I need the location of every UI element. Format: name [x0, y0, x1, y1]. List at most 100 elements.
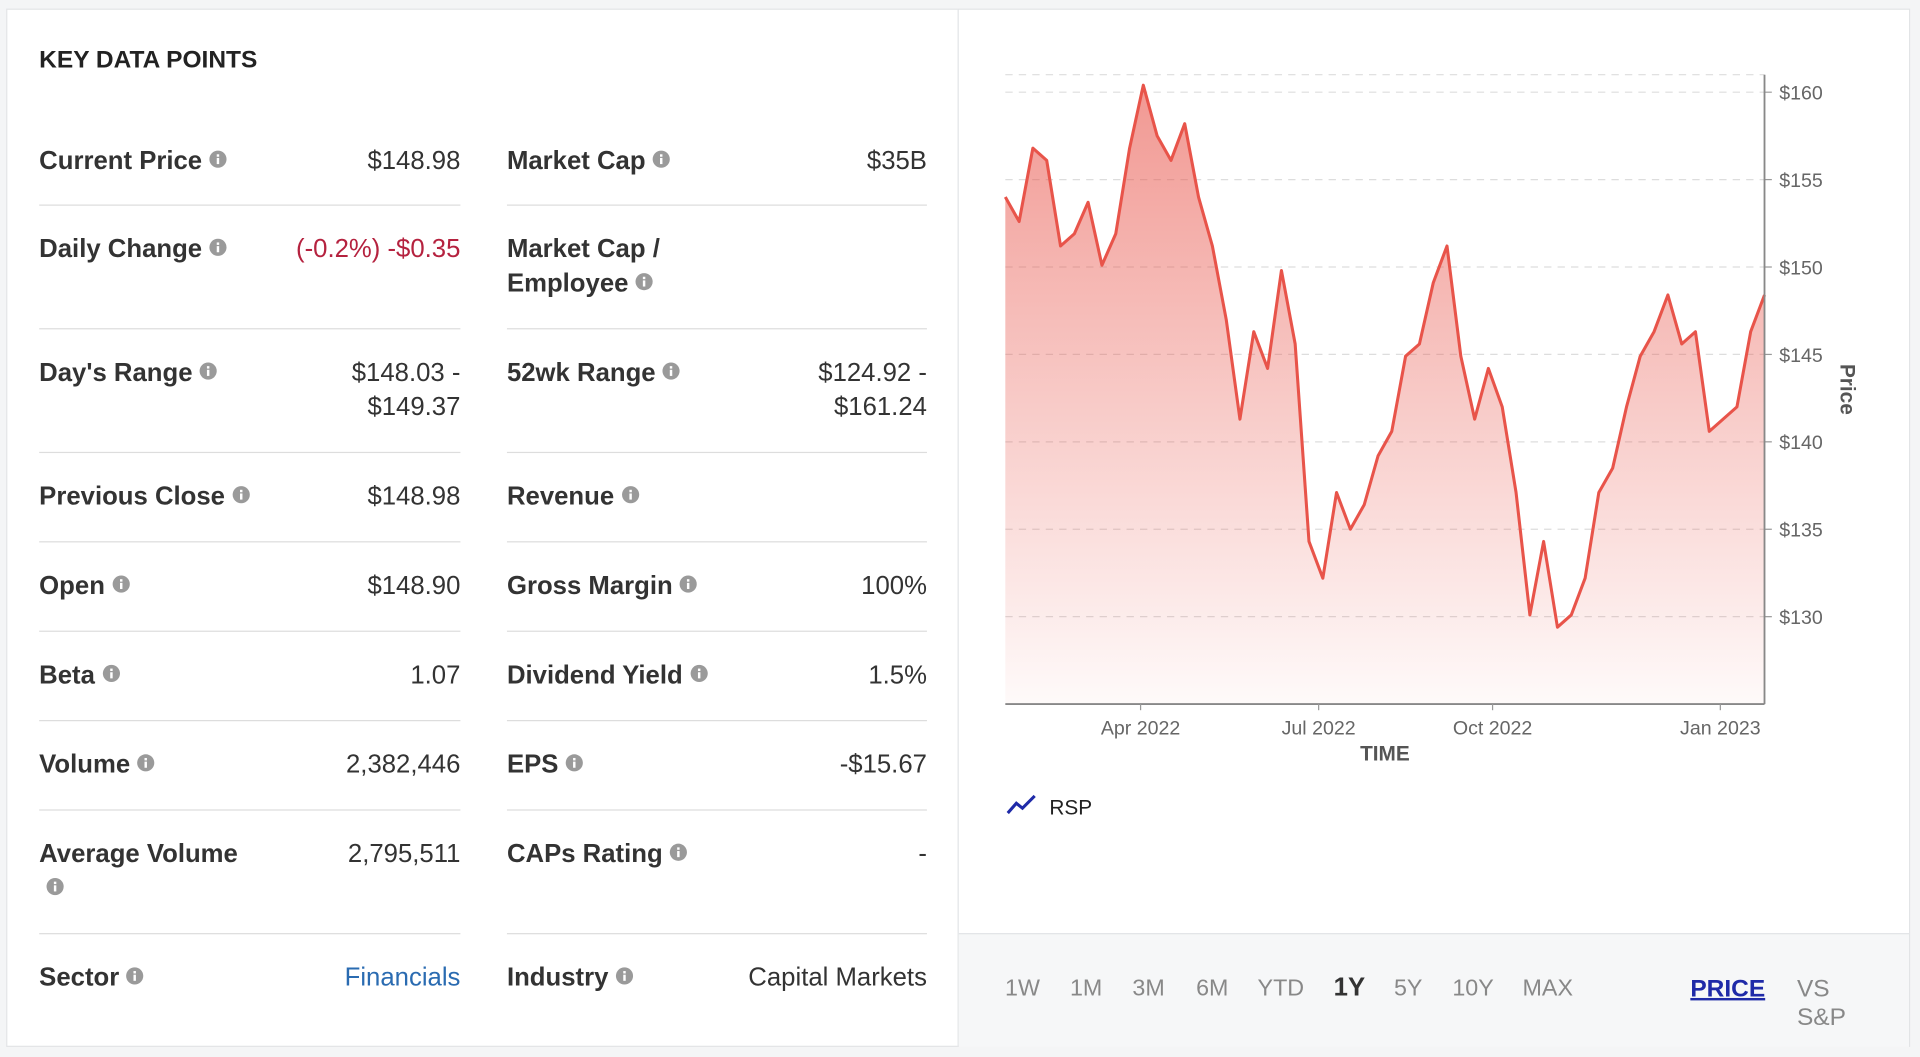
info-icon[interactable] — [690, 664, 708, 683]
info-icon[interactable] — [209, 238, 227, 256]
y-tick-label: $160 — [1779, 83, 1823, 105]
info-icon[interactable] — [621, 486, 639, 504]
row-label: CAPs Rating — [507, 838, 721, 872]
row-label: Day's Range — [39, 356, 253, 390]
row-value: $124.92 - $161.24 — [818, 358, 927, 422]
label-text: Market Cap — [506, 146, 646, 176]
row-value: - — [918, 840, 927, 869]
view-button[interactable]: VS S&P — [1796, 975, 1846, 1032]
data-row: Market Cap $35B — [506, 118, 927, 206]
data-row: Current Price $148.98 — [39, 118, 461, 206]
row-label: Beta — [39, 659, 253, 693]
area — [1005, 85, 1765, 705]
data-row: Market Cap / Employee — [506, 206, 927, 330]
data-row: EPS -$15.67 — [506, 721, 927, 811]
data-row: Average Volume 2,795,511 — [39, 811, 461, 935]
data-row: Previous Close $148.98 — [39, 453, 461, 543]
data-row: Day's Range $148.03 - $149.37 — [39, 329, 461, 454]
data-row: Dividend Yield 1.5% — [506, 632, 927, 722]
data-row: Daily Change (-0.2%) -$0.35 — [39, 206, 461, 330]
info-icon[interactable] — [635, 273, 653, 291]
info-icon[interactable] — [137, 754, 155, 772]
row-value: $148.98 — [367, 146, 461, 176]
label-text: Previous Close — [39, 482, 225, 511]
sector-link[interactable]: Financials — [344, 963, 461, 992]
data-row: Open $148.90 — [39, 542, 461, 632]
range-button[interactable]: 3M — [1132, 975, 1165, 1002]
label-text: Daily Change — [39, 235, 203, 264]
row-label: Current Price — [39, 144, 253, 178]
info-icon[interactable] — [232, 486, 250, 504]
row-label: Volume — [39, 748, 253, 782]
info-icon[interactable] — [670, 843, 688, 861]
data-row: Industry Capital Markets — [507, 934, 927, 1048]
y-tick-label: $135 — [1779, 520, 1823, 542]
range-button[interactable]: MAX — [1522, 975, 1573, 1002]
info-icon[interactable] — [46, 877, 64, 896]
y-tick-label: $145 — [1779, 345, 1823, 367]
row-label: Average Volume — [39, 838, 253, 907]
range-button[interactable]: 6M — [1196, 975, 1229, 1002]
y-tick-label: $155 — [1779, 170, 1823, 192]
row-value: 100% — [861, 571, 927, 601]
key-data-panel: KEY DATA POINTS Current Price $148.98 Dail… — [6, 8, 959, 1049]
row-value: $148.98 — [367, 482, 461, 511]
data-row: Revenue — [506, 453, 927, 543]
label-text: Volume — [39, 750, 131, 779]
row-label: Daily Change — [39, 233, 253, 267]
info-icon[interactable] — [652, 150, 671, 168]
label-text: CAPs Rating — [506, 840, 663, 869]
x-tick-label: Jan 2023 — [1680, 718, 1761, 740]
range-button[interactable]: 1M — [1069, 975, 1103, 1002]
y-tick-label: $150 — [1779, 257, 1823, 279]
range-button[interactable]: 1Y — [1333, 973, 1366, 1002]
label-text: Industry — [506, 963, 609, 992]
data-row: Sector Financials — [39, 934, 460, 1048]
row-value: 1.07 — [410, 661, 461, 690]
info-icon[interactable] — [126, 967, 144, 985]
price-line — [1003, 83, 1766, 629]
label-text: 52wk Range — [506, 358, 656, 387]
info-icon[interactable] — [615, 967, 633, 985]
chart-panel: $130 $135 $140 $145 $150 $155 $160 RSP Apr 2022 J… — [957, 8, 1911, 1047]
label-text: Current Price — [39, 146, 203, 176]
range-button[interactable]: YTD — [1257, 975, 1305, 1002]
data-row: Volume 2,382,446 — [39, 721, 461, 811]
legend-label: RSP — [1049, 796, 1092, 819]
row-label: Sector — [39, 961, 253, 995]
label-text: EPS — [506, 750, 559, 779]
data-row: 52wk Range $124.92 - $161.24 — [506, 329, 927, 454]
row-value: $148.90 — [367, 571, 461, 601]
panel-title: KEY DATA POINTS — [39, 46, 258, 74]
info-icon[interactable] — [209, 150, 227, 168]
info-icon[interactable] — [680, 575, 698, 593]
row-value: -$15.67 — [839, 750, 927, 779]
row-value: Capital Markets — [748, 963, 927, 992]
data-column: Market Cap $35B Market Cap / Employee 52wk … — [506, 118, 927, 1049]
row-value: 2,795,511 — [347, 840, 461, 869]
range-bar: 1W 1M 3M 6M YTD 1Y 5Y 10Y MAX PRICE VS S&P — [958, 933, 1909, 1047]
view-button[interactable]: PRICE — [1690, 975, 1766, 1003]
range-button[interactable]: 5Y — [1393, 975, 1423, 1002]
row-label: Revenue — [507, 480, 721, 514]
info-icon[interactable] — [102, 664, 120, 683]
label-text: Beta — [39, 661, 95, 690]
info-icon[interactable] — [662, 362, 681, 380]
label-text: Market Cap / Employee — [506, 235, 660, 298]
info-icon[interactable] — [199, 362, 218, 380]
row-value: (-0.2%) -$0.35 — [296, 235, 461, 264]
chart: $130 $135 $140 $145 $150 $155 $160 RSP Apr 2022 J… — [1003, 74, 1858, 819]
row-label: Industry — [507, 961, 721, 995]
info-icon[interactable] — [112, 575, 130, 593]
range-button[interactable]: 10Y — [1452, 975, 1494, 1002]
row-value: 2,382,446 — [345, 750, 461, 779]
legend-icon — [1006, 794, 1036, 815]
range-button[interactable]: 1W — [1005, 975, 1040, 1002]
x-tick-label: Jul 2022 — [1282, 718, 1356, 740]
label-text: Day's Range — [39, 358, 193, 387]
label-text: Open — [39, 571, 105, 601]
x-tick-label: Apr 2022 — [1101, 718, 1180, 740]
label-text: Average Volume — [39, 840, 238, 869]
info-icon[interactable] — [565, 754, 583, 772]
